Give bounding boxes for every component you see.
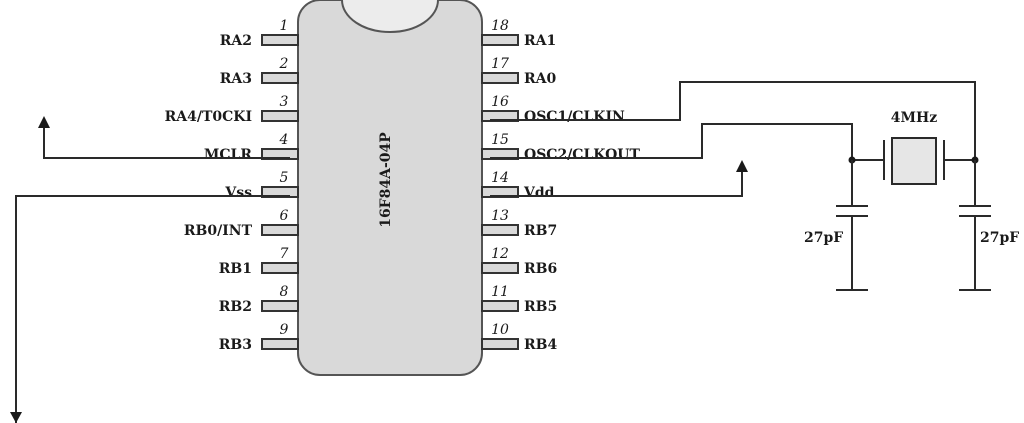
vss-arrow-icon [10, 412, 22, 423]
pin-11 [481, 300, 519, 312]
ic-notch [341, 0, 439, 33]
pin-number: 11 [491, 284, 509, 300]
mclr-wire [43, 126, 290, 159]
pin-13 [481, 224, 519, 236]
right-pin-group: 18 RA1 17 RA0 16 OSC1/CLKIN 15 OSC2/CLKOUT 14 Vdd… [481, 18, 640, 353]
pin-label: RB4 [524, 337, 557, 353]
pin-9 [261, 338, 299, 350]
pin-number: 4 [279, 132, 289, 148]
vdd-wire [490, 172, 743, 197]
vss-wire [15, 195, 290, 423]
pin-number: 16 [491, 94, 509, 110]
pin-number: 14 [491, 170, 509, 186]
pin-number: 7 [280, 246, 289, 262]
pin-number: 6 [280, 208, 289, 224]
pin-label: RA3 [220, 71, 252, 87]
pin-number: 13 [491, 208, 509, 224]
crystal-label: 4MHz [891, 110, 937, 126]
mclr-arrow-icon [38, 116, 50, 128]
pin-label: Vdd [523, 185, 555, 201]
pin-number: 5 [280, 170, 289, 186]
pin-label: RB3 [219, 337, 252, 353]
pin-number: 17 [491, 56, 509, 72]
pin-3 [261, 110, 299, 122]
pin-label: RA1 [524, 33, 556, 49]
cap-right-label: 27pF [980, 230, 1019, 246]
pin-label: RA4/T0CKI [165, 109, 252, 125]
pin-6 [261, 224, 299, 236]
osc2-wire [490, 123, 853, 160]
pin-label: RA0 [524, 71, 556, 87]
pin-label: RB0/INT [184, 223, 253, 239]
pin-10 [481, 338, 519, 350]
pin-number: 12 [491, 246, 509, 262]
cap-left-label: 27pF [804, 230, 843, 246]
pin-7 [261, 262, 299, 274]
pin-12 [481, 262, 519, 274]
pin-number: 1 [280, 18, 289, 34]
pin-1 [261, 34, 299, 46]
pin-17 [481, 72, 519, 84]
pin-label: MCLR [204, 147, 252, 163]
pin-label: RB7 [524, 223, 557, 239]
pin-number: 18 [491, 18, 509, 34]
osc1-wire [490, 81, 976, 160]
pin-label: RB1 [219, 261, 252, 277]
pin-label: RA2 [220, 33, 252, 49]
left-pin-group: 1 RA2 2 RA3 3 RA4/T0CKI 4 MCLR 5 Vss 6 RB0/INT 7 RB1 8… [165, 18, 299, 353]
pin-label: OSC2/CLKOUT [524, 147, 640, 163]
crystal-icon [891, 137, 937, 185]
pin-label: RB6 [524, 261, 557, 277]
pin-label: RB2 [219, 299, 252, 315]
pin-number: 3 [280, 94, 289, 110]
pin-label: OSC1/CLKIN [524, 109, 625, 125]
ic-part-number: 16F84A-04P [378, 132, 394, 228]
vdd-arrow-icon [736, 160, 748, 172]
pin-number: 8 [280, 284, 289, 300]
pin-number: 15 [491, 132, 509, 148]
pin-label: Vss [224, 185, 252, 201]
pin-18 [481, 34, 519, 46]
pin-8 [261, 300, 299, 312]
pin-2 [261, 72, 299, 84]
pin-label: RB5 [524, 299, 557, 315]
pin-number: 10 [491, 322, 509, 338]
pin-number: 2 [279, 56, 289, 72]
pin-number: 9 [280, 322, 289, 338]
